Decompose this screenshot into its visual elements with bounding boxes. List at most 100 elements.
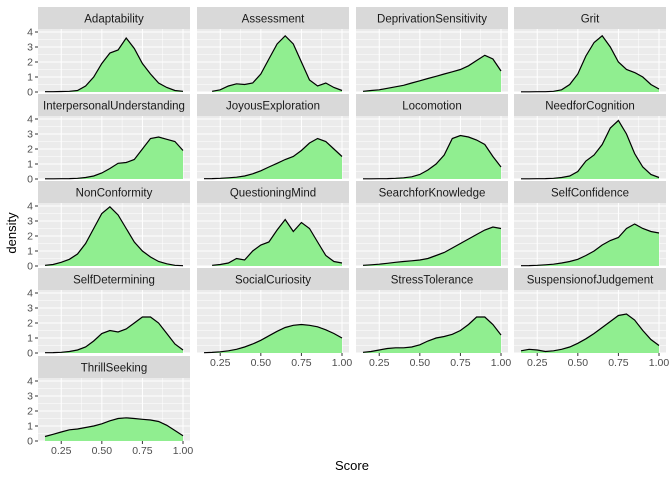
- y-tick-label: 4: [27, 114, 33, 126]
- facet-strip: [356, 268, 508, 290]
- facet-strip: [356, 7, 508, 29]
- density-area: [45, 317, 183, 353]
- x-tick-label: 1.00: [332, 357, 353, 369]
- y-tick-label: 1: [27, 72, 33, 84]
- density-line: [520, 223, 660, 267]
- density-area: [363, 227, 501, 266]
- facet-strip-label: Grit: [581, 14, 600, 26]
- facet-strip-label: Locomotion: [402, 101, 461, 113]
- facet-strip-label: NonConformity: [76, 188, 153, 200]
- facet-strip-label: SuspensionofJudgement: [527, 275, 654, 287]
- density-line: [521, 34, 660, 93]
- density-area: [363, 135, 501, 179]
- y-tick-label: 4: [27, 201, 33, 213]
- facet-strip-label: DeprivationSensitivity: [377, 14, 487, 26]
- facet-strip: [197, 7, 349, 29]
- facet-assessment: Assessment: [197, 7, 349, 93]
- facet-strip: [514, 7, 666, 29]
- y-tick-label: 0: [27, 174, 33, 186]
- facet-strip-label: StressTolerance: [391, 275, 473, 287]
- x-tick-label: 0.75: [132, 445, 153, 457]
- facet-socialcuriosity: SocialCuriosity 0.25 0.50 0.75 1.00: [197, 268, 352, 369]
- facet-strip-label: ThrillSeeking: [81, 363, 147, 375]
- x-tick-label: 0.50: [410, 357, 431, 369]
- facet-strip-label: Assessment: [242, 14, 305, 26]
- x-tick-label: 0.25: [527, 357, 548, 369]
- facet-nonconformity: NonConformity 0 1 2 3 4: [27, 181, 190, 273]
- density-area: [521, 120, 659, 179]
- density-area: [521, 35, 659, 92]
- facet-strip: [356, 94, 508, 116]
- facet-panels: Adaptability 0 1 2 3 4 Assessment DeprivationSe…: [27, 7, 669, 457]
- facet-selfdetermining: SelfDetermining 0 1 2 3 4: [27, 268, 190, 360]
- facet-strip: [197, 94, 349, 116]
- y-tick-label: 1: [27, 159, 33, 171]
- facet-strip: [38, 94, 190, 116]
- x-tick-label: 0.25: [369, 357, 390, 369]
- facet-strip: [38, 181, 190, 203]
- facet-strip: [38, 268, 190, 290]
- x-tick-label: 0.50: [251, 357, 272, 369]
- facet-strip-label: SelfDetermining: [73, 275, 155, 287]
- density-area: [521, 224, 659, 266]
- facet-strip: [197, 181, 349, 203]
- density-area: [521, 314, 659, 353]
- y-tick-label: 0: [27, 348, 33, 360]
- x-tick-label: 0.75: [608, 357, 629, 369]
- density-line: [45, 136, 184, 180]
- facet-needforcognition: NeedforCognition: [514, 94, 666, 180]
- facet-strip-label: SocialCuriosity: [235, 275, 311, 287]
- x-tick-label: 1.00: [649, 357, 670, 369]
- density-line: [44, 316, 184, 354]
- y-tick-label: 2: [27, 57, 33, 69]
- x-tick-label: 1.00: [173, 445, 194, 457]
- density-area: [212, 35, 342, 92]
- density-area: [45, 206, 183, 266]
- density-area: [204, 138, 342, 179]
- x-tick-label: 0.50: [92, 445, 113, 457]
- facet-questioningmind: QuestioningMind: [197, 181, 349, 267]
- density-line: [362, 54, 502, 92]
- y-tick-label: 3: [27, 216, 33, 228]
- y-tick-label: 1: [27, 333, 33, 345]
- y-tick-label: 3: [27, 42, 33, 54]
- y-tick-label: 2: [27, 318, 33, 330]
- density-line: [203, 323, 343, 354]
- x-tick-label: 0.75: [291, 357, 312, 369]
- density-area: [212, 219, 342, 266]
- x-tick-label: 0.50: [568, 357, 589, 369]
- facet-stresstolerance: StressTolerance 0.25 0.50 0.75 1.00: [356, 268, 511, 369]
- x-tick-label: 1.00: [491, 357, 512, 369]
- facet-locomotion: Locomotion: [356, 94, 508, 180]
- facet-strip-label: JoyousExploration: [226, 101, 320, 113]
- facet-interpersonalunderstanding: InterpersonalUnderstanding 0 1 2 3 4: [27, 94, 190, 186]
- facet-strip-label: SelfConfidence: [551, 188, 629, 200]
- y-tick-label: 4: [27, 288, 33, 300]
- facet-grit: Grit: [514, 7, 666, 93]
- facet-adaptability: Adaptability 0 1 2 3 4: [27, 7, 190, 99]
- y-tick-label: 4: [27, 27, 33, 39]
- x-tick-label: 0.75: [450, 357, 471, 369]
- x-tick-label: 0.25: [51, 445, 72, 457]
- density-area: [204, 324, 342, 353]
- facet-strip-label: QuestioningMind: [230, 188, 316, 200]
- density-line: [203, 137, 343, 180]
- facet-strip-label: NeedforCognition: [545, 101, 635, 113]
- density-line: [44, 417, 184, 438]
- y-tick-label: 3: [27, 303, 33, 315]
- y-tick-label: 2: [27, 406, 33, 418]
- facet-strip: [514, 181, 666, 203]
- y-tick-label: 2: [27, 144, 33, 156]
- facet-selfconfidence: SelfConfidence: [514, 181, 666, 267]
- facet-strip-label: InterpersonalUnderstanding: [43, 101, 185, 113]
- density-area: [45, 38, 183, 92]
- y-tick-label: 0: [27, 87, 33, 99]
- facet-strip-label: Adaptability: [84, 14, 144, 26]
- density-area: [45, 137, 183, 179]
- density-area: [363, 55, 501, 92]
- density-line: [212, 218, 343, 266]
- facet-strip: [514, 268, 666, 290]
- facet-strip: [197, 268, 349, 290]
- facet-strip: [38, 7, 190, 29]
